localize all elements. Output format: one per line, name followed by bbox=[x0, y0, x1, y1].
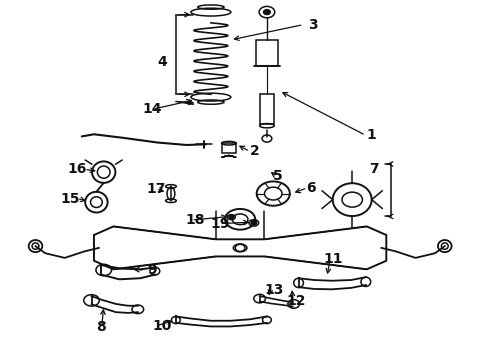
Text: 18: 18 bbox=[186, 213, 205, 227]
Text: 7: 7 bbox=[369, 162, 379, 176]
Text: 16: 16 bbox=[68, 162, 87, 176]
Text: 4: 4 bbox=[157, 55, 167, 69]
Text: 5: 5 bbox=[273, 170, 283, 184]
Bar bbox=[256, 40, 278, 66]
Text: 13: 13 bbox=[265, 283, 284, 297]
Text: 3: 3 bbox=[308, 18, 318, 32]
Text: 10: 10 bbox=[152, 319, 172, 333]
Text: 19: 19 bbox=[210, 217, 229, 231]
Circle shape bbox=[251, 221, 257, 225]
Text: 14: 14 bbox=[143, 102, 162, 116]
Text: 1: 1 bbox=[367, 129, 376, 142]
Text: 8: 8 bbox=[97, 320, 106, 334]
Text: 6: 6 bbox=[306, 181, 316, 195]
Text: 11: 11 bbox=[323, 252, 343, 266]
Bar bbox=[260, 94, 274, 123]
Circle shape bbox=[264, 10, 270, 15]
Bar bbox=[221, 143, 236, 153]
Text: 17: 17 bbox=[147, 181, 166, 195]
Text: 9: 9 bbox=[147, 263, 157, 277]
Circle shape bbox=[229, 215, 234, 219]
Text: 2: 2 bbox=[250, 144, 260, 158]
Text: 12: 12 bbox=[287, 294, 306, 308]
Text: 15: 15 bbox=[61, 192, 80, 206]
